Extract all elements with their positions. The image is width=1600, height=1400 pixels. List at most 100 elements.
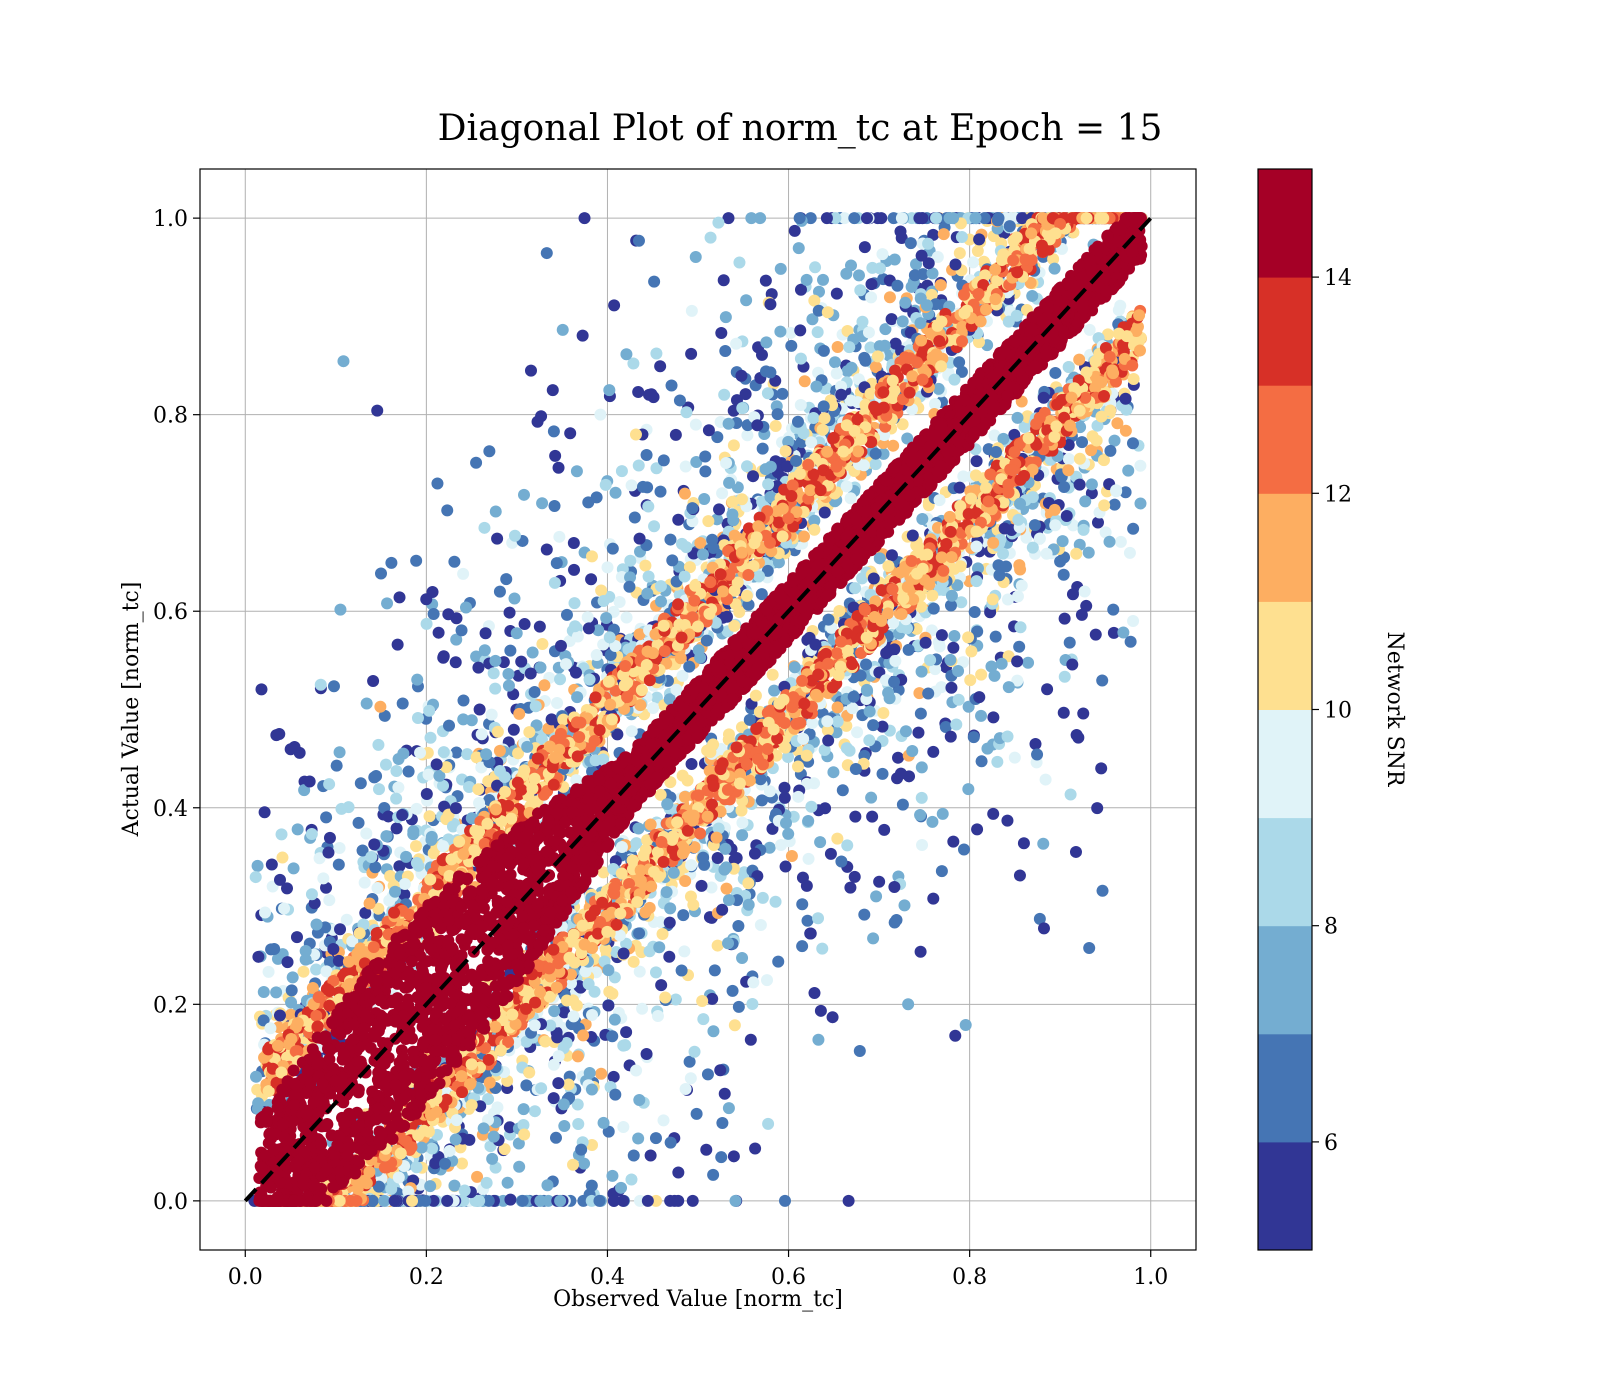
scatter-point	[880, 647, 893, 660]
scatter-point	[780, 817, 793, 830]
scatter-point	[955, 596, 968, 609]
scatter-point	[748, 847, 761, 860]
scatter-point	[1126, 437, 1139, 450]
scatter-point	[1026, 541, 1039, 554]
scatter-point	[718, 1087, 731, 1100]
scatter-point	[641, 587, 654, 600]
scatter-point	[317, 872, 330, 885]
scatter-point	[948, 630, 961, 643]
scatter-point	[715, 326, 728, 339]
scatter-point	[576, 329, 589, 342]
scatter-point	[1001, 593, 1014, 606]
scatter-point	[949, 1029, 962, 1042]
scatter-point	[438, 1157, 451, 1170]
scatter-point	[430, 758, 443, 771]
scatter-point	[645, 388, 658, 401]
scatter-point	[831, 701, 844, 714]
scatter-point	[545, 713, 558, 726]
scatter-point	[720, 882, 733, 895]
scatter-point	[965, 645, 978, 658]
scatter-point	[644, 818, 657, 831]
scatter-point	[470, 456, 483, 469]
scatter-point	[796, 898, 809, 911]
scatter-point	[465, 1099, 478, 1112]
scatter-point	[998, 522, 1011, 535]
scatter-point	[840, 742, 853, 755]
scatter-point	[581, 611, 594, 624]
scatter-point	[844, 881, 857, 894]
scatter-point	[510, 627, 523, 640]
scatter-point	[1077, 523, 1090, 536]
scatter-point	[720, 610, 733, 623]
scatter-point	[585, 573, 598, 586]
scatter-point	[486, 1152, 499, 1165]
scatter-point	[273, 728, 286, 741]
scatter-point	[835, 388, 848, 401]
scatter-point	[360, 697, 373, 710]
scatter-point	[1063, 636, 1076, 649]
scatter-point	[1127, 522, 1140, 535]
scatter-point	[602, 964, 615, 977]
scatter-point	[1062, 464, 1075, 477]
scatter-point	[701, 1068, 714, 1081]
scatter-point	[715, 1151, 728, 1164]
scatter-point	[875, 212, 888, 225]
scatter-point	[841, 365, 854, 378]
scatter-point	[685, 859, 698, 872]
scatter-point	[995, 657, 1008, 670]
scatter-point	[443, 1144, 456, 1157]
scatter-point	[502, 667, 515, 680]
scatter-point	[250, 1070, 263, 1083]
scatter-point	[735, 493, 748, 506]
scatter-point	[871, 350, 884, 363]
scatter-point	[1070, 547, 1083, 560]
scatter-point	[615, 465, 628, 478]
scatter-point	[867, 932, 880, 945]
scatter-point	[877, 706, 890, 719]
scatter-point	[699, 465, 712, 478]
scatter-point	[726, 508, 739, 521]
scatter-point	[1110, 485, 1123, 498]
scatter-point	[718, 388, 731, 401]
scatter-point	[857, 459, 870, 472]
scatter-point	[606, 542, 619, 555]
scatter-point	[933, 640, 946, 653]
scatter-point	[751, 419, 764, 432]
scatter-point	[678, 487, 691, 500]
scatter-point	[664, 533, 677, 546]
scatter-point	[1022, 656, 1035, 669]
scatter-point	[442, 608, 455, 621]
scatter-point	[824, 847, 837, 860]
scatter-point	[975, 755, 988, 768]
scatter-point	[736, 816, 749, 829]
scatter-point	[747, 470, 760, 483]
scatter-point	[785, 850, 798, 863]
scatter-point	[567, 537, 580, 550]
scatter-point	[849, 810, 862, 823]
scatter-point	[396, 697, 409, 710]
scatter-point	[1014, 497, 1027, 510]
scatter-point	[797, 732, 810, 745]
scatter-point	[664, 902, 677, 915]
scatter-point	[554, 639, 567, 652]
scatter-point	[360, 827, 373, 840]
scatter-point	[1089, 628, 1102, 641]
scatter-point	[449, 1133, 462, 1146]
scatter-point	[601, 561, 614, 574]
scatter-point	[953, 247, 966, 260]
scatter-point	[549, 1131, 562, 1144]
scatter-point	[841, 839, 854, 852]
scatter-point	[420, 593, 433, 606]
scatter-point	[889, 655, 902, 668]
scatter-point	[655, 979, 668, 992]
scatter-point	[792, 760, 805, 773]
scatter-point	[785, 339, 798, 352]
scatter-point	[788, 661, 801, 674]
scatter-point	[866, 810, 879, 823]
scatter-point	[711, 939, 724, 952]
scatter-point	[672, 1166, 685, 1179]
scatter-point	[393, 591, 406, 604]
scatter-point	[335, 802, 348, 815]
scatter-point	[914, 945, 927, 958]
scatter-point	[281, 956, 294, 969]
